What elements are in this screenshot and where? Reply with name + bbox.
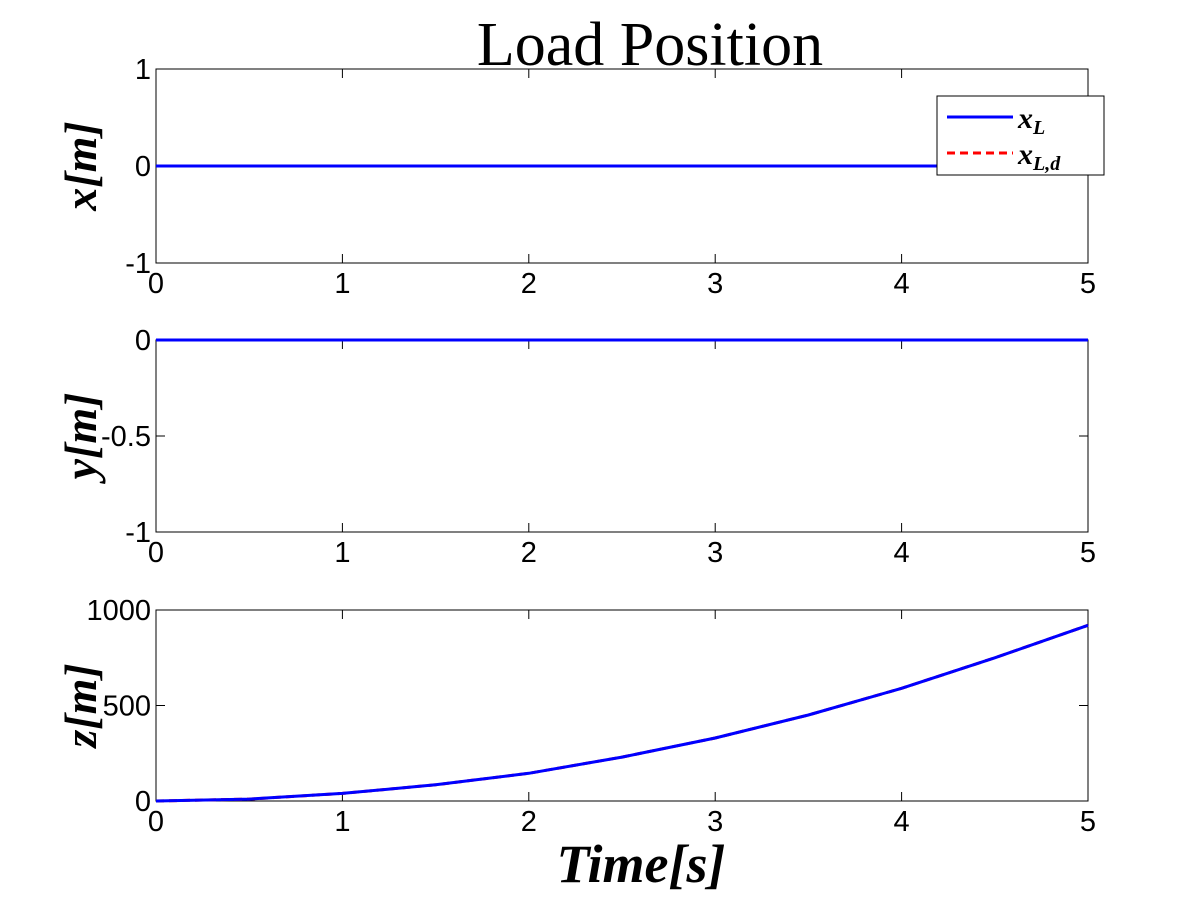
x-tick-label: 0 (148, 806, 164, 838)
plot-area (155, 609, 1089, 802)
figure-title: Load Position (477, 11, 823, 79)
y-tick-label: -1 (125, 517, 151, 549)
x-axis-label: Time[s] (557, 834, 726, 894)
legend-box (936, 95, 1105, 176)
x-tick-label: 2 (521, 268, 537, 300)
legend-label: xL (1017, 102, 1045, 139)
x-tick-label: 1 (334, 537, 350, 569)
x-tick-label: 3 (707, 806, 723, 838)
y-tick-label: -1 (125, 248, 151, 280)
x-tick-label: 4 (894, 268, 910, 300)
y-axis-label: x[m] (55, 121, 106, 211)
x-tick-label: 2 (521, 806, 537, 838)
x-tick-label: 5 (1080, 806, 1096, 838)
y-tick-label: -0.5 (101, 421, 151, 453)
x-tick-label: 3 (707, 268, 723, 300)
legend-subscript: L,d (1032, 153, 1061, 175)
x-tick-label: 4 (894, 537, 910, 569)
x-tick-label: 3 (707, 537, 723, 569)
y-tick-label: 500 (103, 691, 151, 723)
plot-area (155, 339, 1089, 533)
x-tick-label: 1 (334, 806, 350, 838)
x-tick-label: 5 (1080, 537, 1096, 569)
legend-subscript: L (1032, 117, 1045, 139)
x-tick-label: 1 (334, 268, 350, 300)
x-tick-label: 0 (148, 268, 164, 300)
x-tick-label: 0 (148, 537, 164, 569)
subplots: 0 1 2 3 4 510-1x[m]0 1 2 3 4 50-0.5-1y[m]0 1 2 3 4 5100… (55, 54, 1096, 838)
y-tick-label: 0 (135, 786, 151, 818)
y-tick-label: 0 (135, 151, 151, 183)
subplot-3: 0 1 2 3 4 5 1000 500 0 z[m] (55, 595, 1096, 838)
subplot-1: 0 1 2 3 4 510-1x[m] (55, 54, 1096, 300)
series-line (155, 623, 1089, 803)
x-tick-label: 5 (1080, 268, 1096, 300)
x-tick-label: 4 (894, 806, 910, 838)
x-tick-label: 2 (521, 537, 537, 569)
y-tick-label: 1 (135, 54, 151, 86)
y-tick-label: 0 (135, 325, 151, 357)
subplot-2: 0 1 2 3 4 5 0 -0.5 -1 y[m] (55, 325, 1096, 569)
y-axis-label: y[m] (55, 393, 106, 485)
y-axis-label: z[m] (55, 663, 106, 749)
y-tick-label: 1000 (86, 595, 151, 627)
